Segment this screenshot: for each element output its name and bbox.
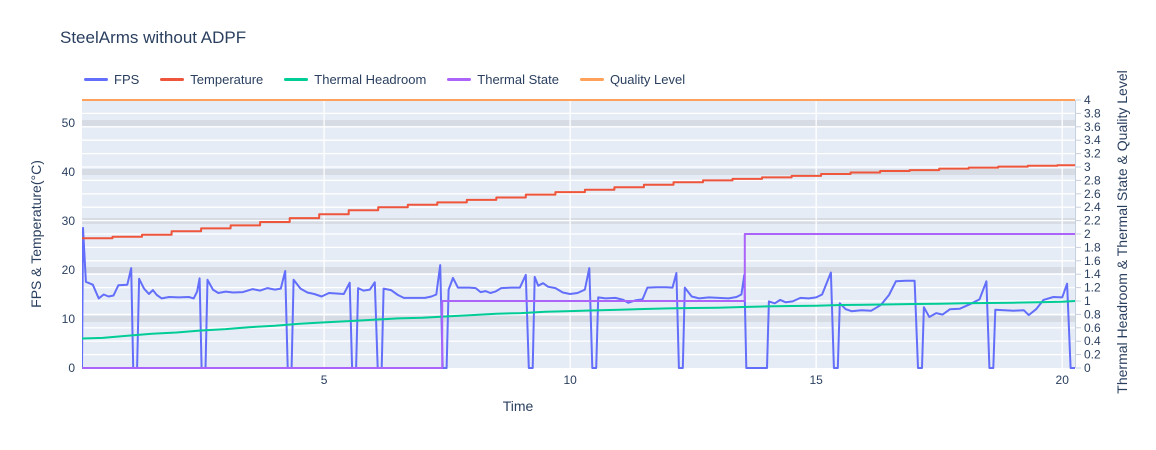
- y-left-tick-label: 20: [62, 263, 76, 277]
- x-tick-label: 5: [321, 373, 328, 387]
- x-axis-title-text: Time: [502, 398, 534, 414]
- legend-swatch-fps: [84, 78, 108, 81]
- series-line-thermal-state: [82, 233, 1075, 369]
- legend-label: Thermal State: [477, 72, 559, 87]
- y-right-tick-label: 2.6: [1084, 187, 1101, 201]
- y-right-tick-label: 2.8: [1084, 173, 1101, 187]
- y-right-axis-title: Thermal Headroom & Thermal State & Quali…: [1114, 70, 1130, 394]
- y-left-tick-label: 0: [68, 361, 75, 375]
- legend-item-thermal-state[interactable]: Thermal State: [447, 72, 559, 87]
- series-line-temperature: [82, 164, 1075, 240]
- y-left-tick-label: 30: [62, 214, 76, 228]
- series-line-thermal-headroom: [82, 300, 1075, 340]
- legend-label: Temperature: [190, 72, 264, 87]
- y-right-tick-label: 0.6: [1084, 321, 1101, 335]
- legend: FPS Temperature Thermal Headroom Thermal St…: [84, 72, 685, 87]
- x-tick-label: 20: [1056, 373, 1070, 387]
- y-right-tick-label: 0.8: [1084, 307, 1101, 321]
- legend-label: FPS: [114, 72, 140, 87]
- y-right-tick-label: 1.4: [1084, 267, 1101, 281]
- legend-swatch-thermal-headroom: [284, 78, 309, 81]
- y-left-tick-label: 10: [62, 312, 76, 326]
- legend-item-thermal-headroom[interactable]: Thermal Headroom: [284, 72, 426, 87]
- y-right-tick-label: 1.8: [1084, 240, 1101, 254]
- y-left-axis-title: FPS & Temperature(°C): [28, 160, 44, 308]
- legend-item-temperature[interactable]: Temperature: [160, 72, 263, 87]
- y-right-tick-label: 0: [1084, 361, 1091, 375]
- chart-title: SteelArms without ADPF: [60, 28, 247, 47]
- y-right-tick-label: 1.2: [1084, 281, 1101, 295]
- legend-item-fps[interactable]: FPS: [84, 72, 139, 87]
- legend-swatch-quality-level: [579, 78, 604, 81]
- legend-swatch-thermal-state: [447, 78, 472, 81]
- y-right-tick-label: 3.8: [1084, 106, 1101, 120]
- y-right-tick-label: 3.2: [1084, 147, 1101, 161]
- x-tick-label: 15: [809, 373, 823, 387]
- x-axis-title: Time: [0, 398, 1156, 414]
- y-right-tick-label: 4: [1084, 93, 1091, 107]
- y-right-tick-label: 3: [1084, 160, 1091, 174]
- y-right-tick-label: 0.2: [1084, 348, 1101, 362]
- series-line-fps: [82, 226, 1075, 369]
- legend-label: Quality Level: [609, 72, 686, 87]
- y-right-tick-label: 3.4: [1084, 133, 1101, 147]
- legend-swatch-temperature: [160, 78, 185, 81]
- legend-item-quality-level[interactable]: Quality Level: [579, 72, 686, 87]
- x-tick-label: 10: [563, 373, 577, 387]
- y-right-tick-label: 3.6: [1084, 120, 1101, 134]
- y-right-tick-label: 2: [1084, 227, 1091, 241]
- y-left-tick-label: 50: [62, 116, 76, 130]
- y-right-tick-label: 1: [1084, 294, 1091, 308]
- y-right-tick-label: 2.2: [1084, 214, 1101, 228]
- legend-label: Thermal Headroom: [314, 72, 427, 87]
- y-right-tick-label: 0.4: [1084, 334, 1101, 348]
- y-right-tick-label: 1.6: [1084, 254, 1101, 268]
- y-left-tick-label: 40: [62, 165, 76, 179]
- y-right-tick-label: 2.4: [1084, 200, 1101, 214]
